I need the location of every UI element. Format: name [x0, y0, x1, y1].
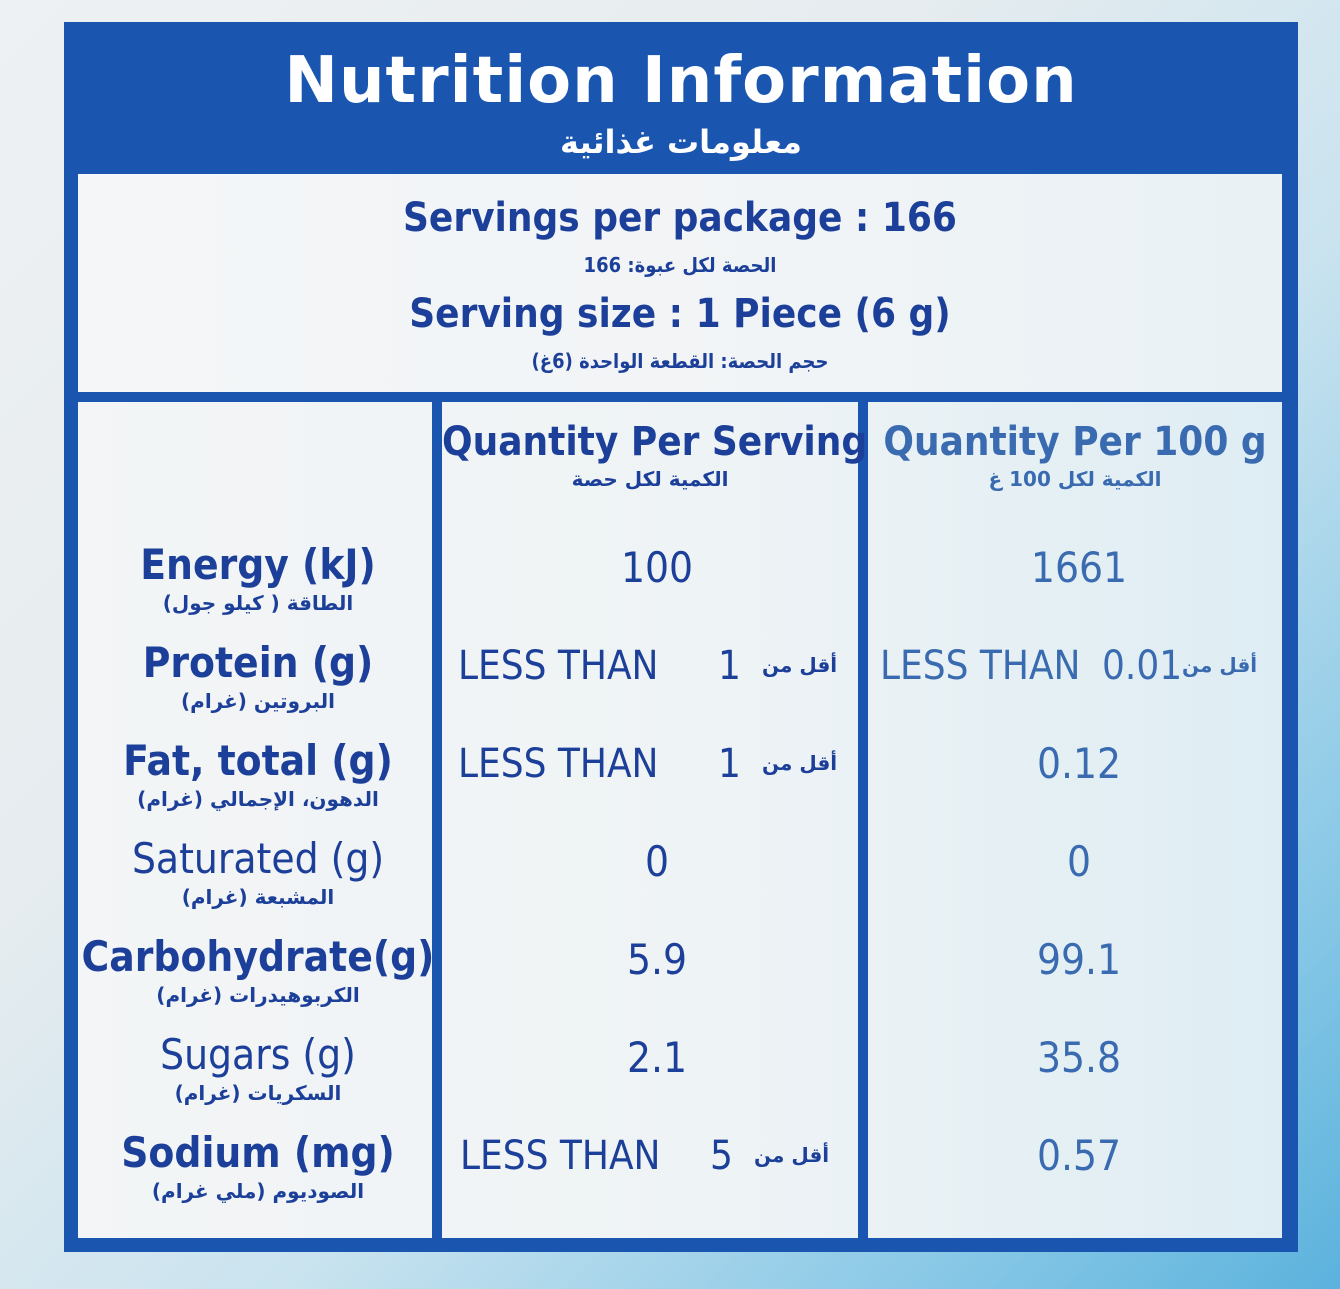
nutrient-name: Sodium (mg) الصوديوم (ملي غرام) [78, 1128, 438, 1204]
value-per-serving: 1 [718, 643, 741, 689]
nutrient-name: Energy (kJ) الطاقة ( كيلو جول) [78, 540, 438, 616]
column-header-per-100g-label: Quantity Per 100 g [883, 419, 1267, 465]
servings-per-package-arabic: الحصة لكل عبوة: 166 [583, 253, 777, 277]
nutrient-label: Sugars (g) [160, 1030, 356, 1079]
value-per-serving: 100 [620, 543, 694, 592]
table-row: Energy (kJ) الطاقة ( كيلو جول) 100 1661 [78, 540, 1282, 639]
table-row: Sodium (mg) الصوديوم (ملي غرام) LESS THA… [78, 1128, 1282, 1227]
nutrient-name: Carbohydrate(g) الكربوهيدرات (غرام) [78, 932, 438, 1008]
value-per-serving: 2.1 [626, 1033, 688, 1082]
servings-section: Servings per package : 166 الحصة لكل عبو… [78, 174, 1282, 392]
servings-per-package: Servings per package : 166 [403, 195, 957, 241]
less-than-arabic: أقل من [754, 1143, 830, 1167]
nutrient-label-arabic: الكربوهيدرات (غرام) [156, 983, 360, 1007]
value-per-100g: 0.57 [1036, 1131, 1122, 1180]
table-row: Sugars (g) السكريات (غرام) 2.1 35.8 [78, 1030, 1282, 1129]
value-per-100g: 0 [1066, 837, 1092, 886]
panel-title: Nutrition Information [284, 44, 1078, 118]
nutrient-label: Energy (kJ) [140, 540, 376, 589]
nutrient-label-arabic: المشبعة (غرام) [181, 885, 335, 909]
nutrient-label-arabic: الدهون، الإجمالي (غرام) [137, 787, 379, 811]
value-per-serving: 5.9 [626, 935, 688, 984]
serving-size-arabic: حجم الحصة: القطعة الواحدة (6غ) [531, 349, 829, 373]
value-per-100g: 1661 [1030, 543, 1128, 592]
nutrition-table: Quantity Per Serving الكمية لكل حصة Quan… [78, 402, 1282, 1238]
column-header-per-100g: Quantity Per 100 g الكمية لكل 100 غ [868, 418, 1282, 492]
nutrient-label-arabic: الطاقة ( كيلو جول) [162, 591, 354, 615]
value-per-serving: 0 [644, 837, 670, 886]
nutrient-label-arabic: السكريات (غرام) [174, 1081, 342, 1105]
nutrient-label: Sodium (mg) [121, 1128, 395, 1177]
less-than-arabic: أقل من [762, 653, 838, 677]
column-divider [432, 402, 442, 1238]
nutrient-label: Carbohydrate(g) [81, 932, 435, 981]
column-header-per-100g-arabic: الكمية لكل 100 غ [988, 467, 1162, 491]
table-row: Fat, total (g) الدهون، الإجمالي (غرام) L… [78, 736, 1282, 835]
nutrient-label-arabic: الصوديوم (ملي غرام) [151, 1179, 365, 1203]
value-per-100g: 35.8 [1036, 1033, 1122, 1082]
less-than-arabic: أقل من [1182, 653, 1258, 677]
table-row: Carbohydrate(g) الكربوهيدرات (غرام) 5.9 … [78, 932, 1282, 1031]
nutrient-label: Protein (g) [142, 638, 374, 687]
nutrient-name: Fat, total (g) الدهون، الإجمالي (غرام) [78, 736, 438, 812]
value-per-serving: 1 [718, 741, 741, 787]
value-per-serving: 5 [710, 1133, 733, 1179]
nutrient-label: Fat, total (g) [123, 736, 393, 785]
header: Nutrition Information معلومات غذائية [64, 22, 1298, 174]
nutrient-label-arabic: البروتين (غرام) [181, 689, 335, 713]
serving-size: Serving size : 1 Piece (6 g) [409, 291, 951, 337]
column-divider [858, 402, 868, 1238]
less-than-label: LESS THAN [460, 1133, 661, 1179]
less-than-label: LESS THAN [880, 643, 1081, 689]
nutrition-panel: Nutrition Information معلومات غذائية Ser… [64, 22, 1298, 1252]
column-header-per-serving-arabic: الكمية لكل حصة [571, 467, 729, 491]
column-header-per-serving: Quantity Per Serving الكمية لكل حصة [442, 418, 868, 492]
nutrient-label: Saturated (g) [131, 834, 385, 883]
nutrient-name: Saturated (g) المشبعة (غرام) [78, 834, 438, 910]
less-than-label: LESS THAN [458, 741, 659, 787]
less-than-arabic: أقل من [762, 751, 838, 775]
less-than-label: LESS THAN [458, 643, 659, 689]
value-per-100g: 0.12 [1036, 739, 1122, 788]
column-header-per-serving-label: Quantity Per Serving [442, 419, 868, 465]
nutrient-name: Sugars (g) السكريات (غرام) [78, 1030, 438, 1106]
nutrient-name: Protein (g) البروتين (غرام) [78, 638, 438, 714]
table-row: Protein (g) البروتين (غرام) LESS THAN 1 … [78, 638, 1282, 737]
panel-title-arabic: معلومات غذائية [560, 123, 802, 161]
table-row: Saturated (g) المشبعة (غرام) 0 0 [78, 834, 1282, 933]
value-per-100g: 99.1 [1036, 935, 1122, 984]
value-per-100g: 0.01 [1102, 643, 1183, 689]
